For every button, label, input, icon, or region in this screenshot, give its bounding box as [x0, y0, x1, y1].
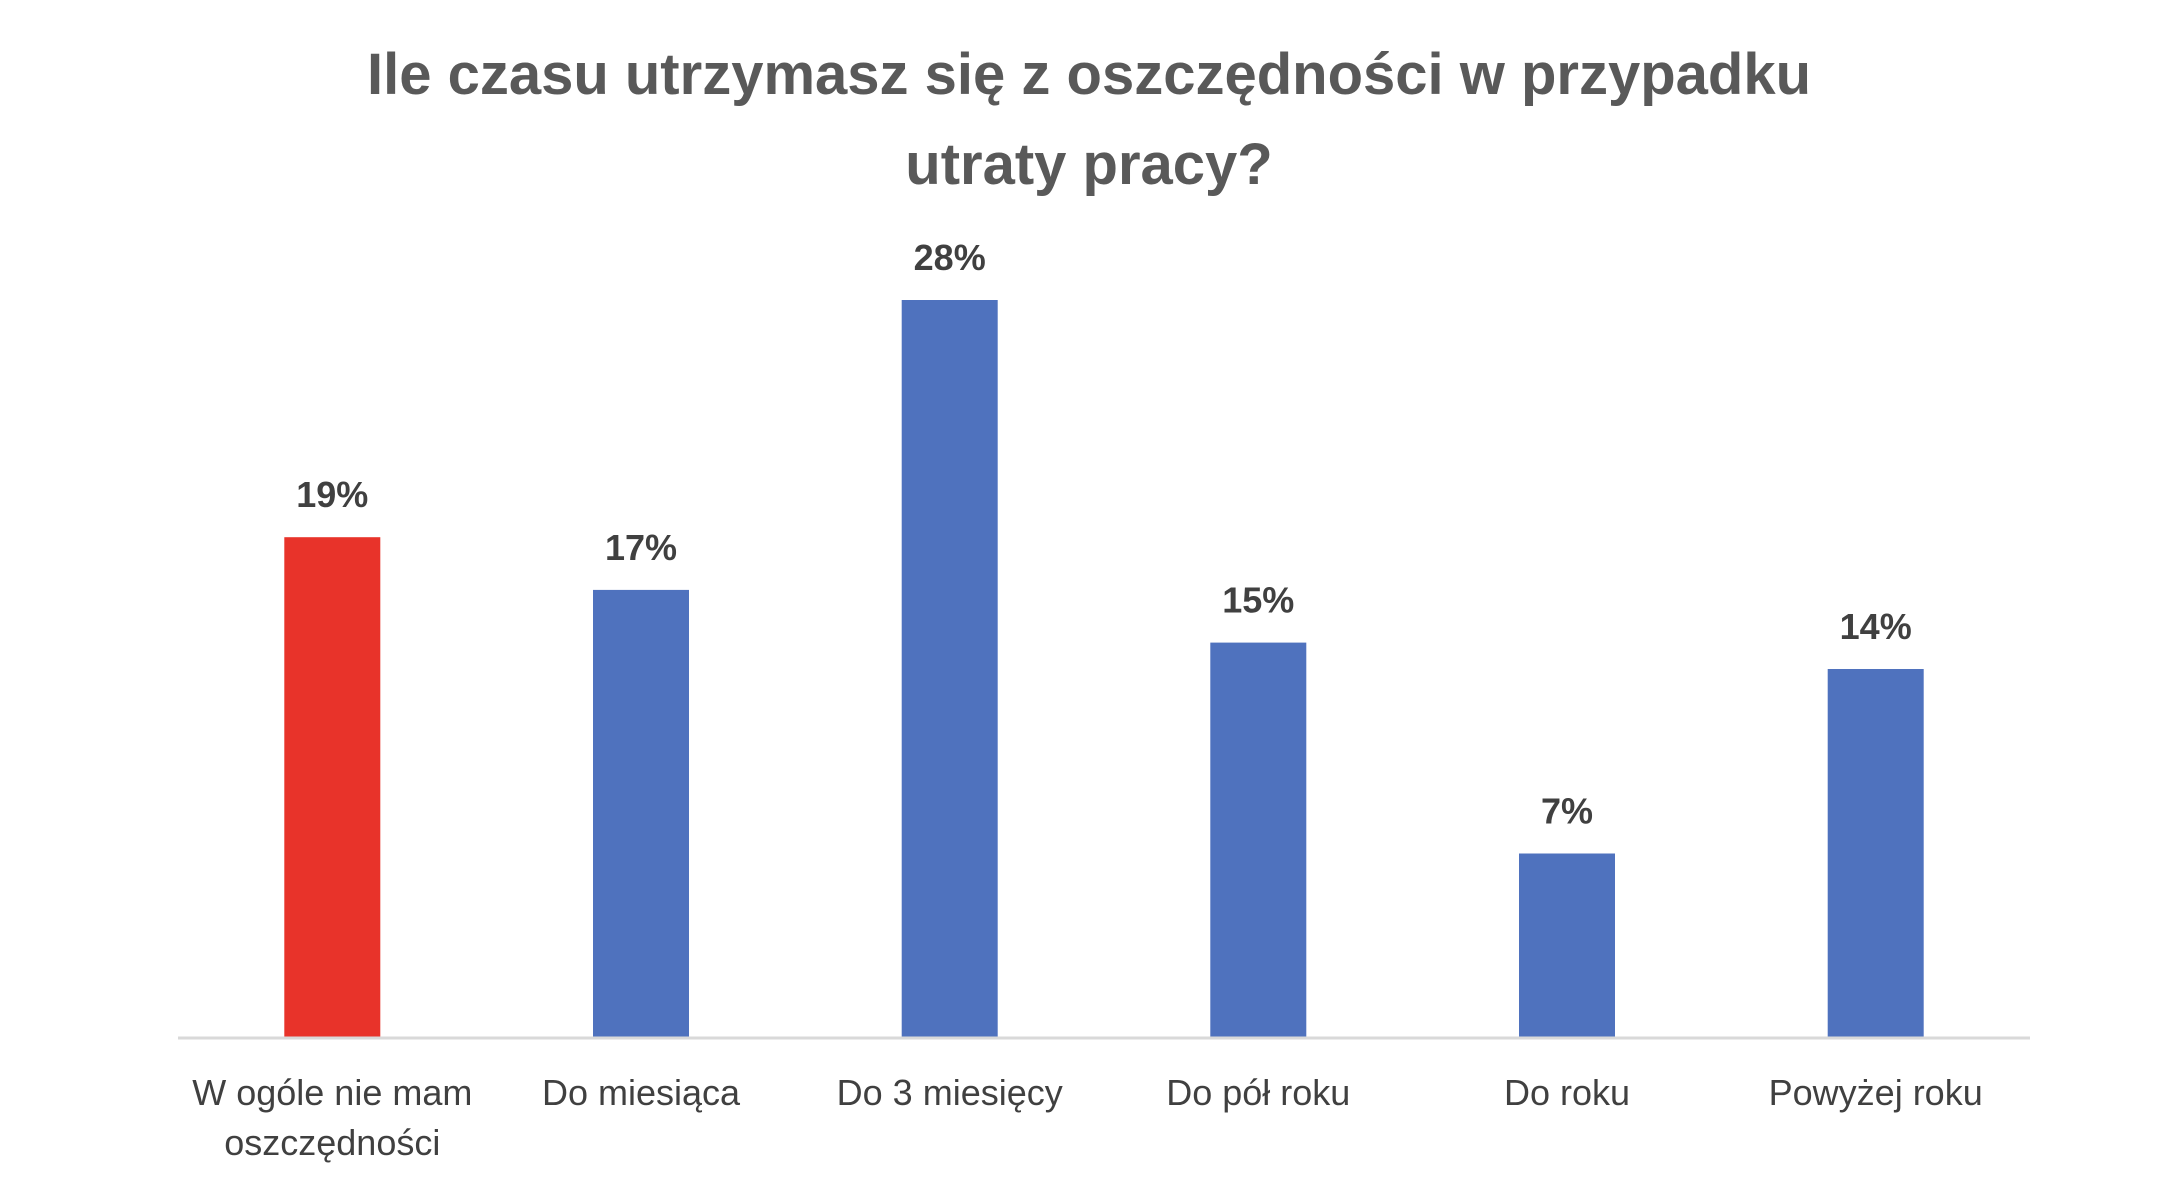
- bar-3: [901, 300, 998, 1038]
- category-label-3-line-1: Do 3 miesięcy: [837, 1072, 1063, 1113]
- chart-title-line-2: utraty pracy?: [905, 132, 1273, 197]
- bar-2: [593, 589, 689, 1038]
- category-label-2-line-1: Do miesiąca: [542, 1072, 741, 1113]
- category-label-4-line-1: Do pół roku: [1166, 1072, 1350, 1113]
- category-label-1-line-2: oszczędności: [224, 1122, 440, 1163]
- data-label-4: 15%: [1222, 580, 1294, 621]
- data-label-5: 7%: [1541, 791, 1593, 832]
- category-label-5-line-1: Do roku: [1504, 1072, 1630, 1113]
- chart-title: Ile czasu utrzymasz się z oszczędności w…: [0, 30, 2178, 210]
- category-label-6-line-1: Powyżej roku: [1769, 1072, 1983, 1113]
- category-label-1-line-1: W ogóle nie mam: [192, 1072, 472, 1113]
- bar-5: [1519, 853, 1615, 1038]
- chart-title-line-1: Ile czasu utrzymasz się z oszczędności w…: [366, 42, 1812, 107]
- data-label-2: 17%: [605, 527, 677, 568]
- bar-1: [284, 537, 381, 1038]
- bar-6: [1827, 669, 1924, 1038]
- data-label-1: 19%: [296, 474, 368, 515]
- bar-4: [1210, 642, 1307, 1038]
- data-label-6: 14%: [1840, 606, 1912, 647]
- data-label-3: 28%: [914, 237, 986, 278]
